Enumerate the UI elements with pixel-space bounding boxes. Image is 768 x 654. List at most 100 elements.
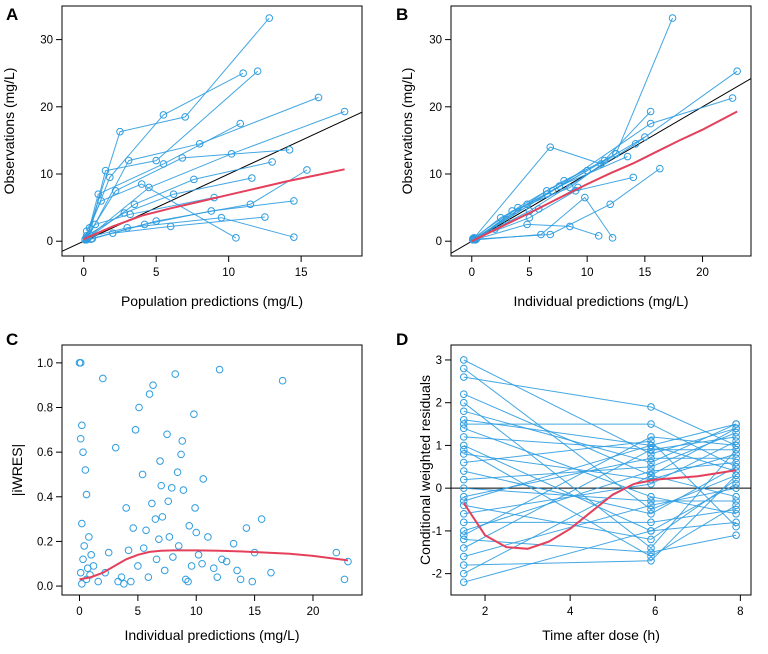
y-tick-label: 0.0 [37, 581, 53, 593]
data-point [135, 403, 143, 412]
data-point [555, 182, 564, 190]
loess-smooth-line [83, 168, 345, 241]
x-tick-label: 0 [81, 267, 87, 279]
y-tick-label: 10 [429, 169, 442, 181]
data-point [732, 458, 740, 467]
data-point [459, 467, 468, 475]
x-tick-label: 15 [248, 606, 261, 618]
data-point [608, 234, 617, 242]
data-point [187, 562, 196, 570]
subject-line [463, 427, 737, 575]
data-point [612, 150, 620, 158]
data-point [165, 533, 174, 541]
data-point [131, 426, 140, 434]
data-point [78, 580, 86, 588]
data-point [647, 450, 655, 458]
data-point [257, 515, 266, 523]
data-point [278, 376, 287, 385]
plot-area [75, 359, 352, 588]
data-point [91, 220, 100, 229]
data-point [647, 454, 655, 463]
data-point [459, 484, 468, 492]
data-point [732, 450, 740, 458]
subject-line [474, 70, 738, 239]
y-tick-label: 10 [40, 169, 53, 181]
data-point [459, 356, 468, 364]
data-point [248, 174, 256, 182]
data-point [137, 180, 146, 188]
y-axis-label: Observations (mg/L) [399, 68, 415, 195]
data-point [647, 437, 655, 445]
data-point [459, 445, 468, 454]
data-point [145, 390, 154, 398]
data-point [99, 374, 107, 383]
data-point [164, 497, 173, 506]
plot-frame [61, 5, 363, 257]
y-tick-label: 20 [429, 102, 442, 114]
subject-line [463, 368, 737, 511]
data-point [647, 501, 655, 510]
data-point [629, 173, 638, 182]
data-point [195, 139, 204, 148]
data-point [647, 505, 655, 514]
data-point [122, 504, 131, 512]
data-point [732, 420, 740, 428]
y-axis-label: |iWRES| [9, 444, 25, 496]
data-point [581, 193, 589, 202]
data-point [647, 518, 655, 527]
data-point [85, 533, 93, 541]
data-point [190, 410, 198, 418]
panel-letter-a: A [6, 5, 18, 24]
x-tick-label: 5 [153, 267, 159, 279]
data-point [647, 527, 655, 535]
data-point [177, 450, 185, 459]
y-tick-label: 0.8 [37, 403, 53, 415]
data-point [340, 107, 349, 116]
x-tick-label: 5 [135, 606, 141, 618]
data-point [181, 113, 189, 121]
data-point [459, 561, 468, 569]
data-point [184, 577, 192, 586]
data-point [459, 373, 468, 381]
plot-area [451, 356, 751, 586]
y-tick-label: 0.2 [37, 536, 53, 548]
subject-line [87, 96, 319, 238]
data-point [459, 518, 468, 527]
x-tick-label: 0 [469, 267, 475, 279]
data-point [459, 569, 468, 578]
data-point [732, 510, 740, 518]
subject-line [86, 183, 237, 239]
data-point [108, 229, 117, 237]
x-tick-label: 0 [76, 606, 82, 618]
data-point [290, 197, 298, 205]
x-tick-label: 4 [567, 606, 574, 618]
data-point [647, 535, 655, 544]
data-point [261, 213, 269, 221]
data-point [130, 200, 139, 209]
data-point [508, 207, 516, 215]
data-point [656, 164, 664, 173]
data-point [179, 486, 188, 494]
subject-line [463, 479, 737, 540]
data-point [459, 578, 468, 586]
x-tick-label: 10 [222, 267, 235, 279]
data-point [129, 524, 138, 532]
data-point [647, 497, 655, 505]
subject-line [473, 111, 651, 239]
subject-line [463, 462, 737, 532]
data-point [285, 146, 294, 154]
data-point [647, 557, 655, 565]
data-point [152, 217, 161, 225]
data-point [647, 441, 655, 450]
x-tick-label: 8 [737, 606, 743, 618]
data-point [104, 548, 113, 557]
data-point [546, 230, 555, 239]
data-point [148, 499, 156, 508]
data-point [732, 522, 740, 531]
x-tick-label: 6 [652, 606, 658, 618]
data-point [239, 69, 247, 78]
data-point [218, 555, 226, 564]
data-point [81, 466, 90, 474]
data-point [134, 562, 142, 570]
data-point [647, 462, 655, 471]
